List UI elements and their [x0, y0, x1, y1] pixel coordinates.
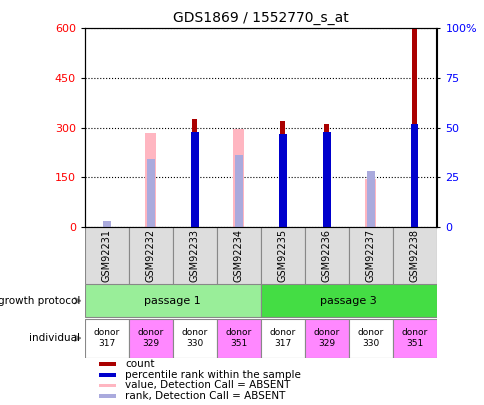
Bar [411, 28, 416, 227]
Bar [129, 319, 172, 358]
Text: donor
330: donor 330 [182, 328, 208, 348]
Text: value, Detection Call = ABSENT: value, Detection Call = ABSENT [125, 380, 290, 390]
Text: GSM92234: GSM92234 [233, 229, 243, 281]
Title: GDS1869 / 1552770_s_at: GDS1869 / 1552770_s_at [172, 11, 348, 25]
Bar [99, 373, 116, 377]
Bar [147, 159, 154, 227]
Text: percentile rank within the sample: percentile rank within the sample [125, 370, 301, 380]
Bar [260, 227, 304, 284]
Bar [85, 284, 260, 317]
Text: count: count [125, 359, 154, 369]
Bar [99, 394, 116, 398]
Bar [233, 129, 244, 227]
Bar [323, 124, 329, 227]
Bar [129, 227, 172, 284]
Bar [348, 319, 392, 358]
Text: donor
351: donor 351 [401, 328, 427, 348]
Text: GSM92236: GSM92236 [321, 229, 331, 281]
Text: GSM92238: GSM92238 [408, 229, 419, 281]
Bar [279, 121, 285, 227]
Text: donor
351: donor 351 [225, 328, 251, 348]
Text: GSM92232: GSM92232 [146, 228, 155, 282]
Bar [103, 221, 110, 227]
Text: individual: individual [29, 333, 80, 343]
Bar [192, 119, 197, 227]
Bar [322, 132, 330, 227]
Bar [99, 384, 116, 387]
Bar [364, 179, 375, 227]
Text: donor
317: donor 317 [269, 328, 295, 348]
Bar [145, 132, 156, 227]
Bar [260, 319, 304, 358]
Text: passage 3: passage 3 [319, 296, 376, 306]
Bar [234, 156, 242, 227]
Text: GSM92233: GSM92233 [189, 229, 199, 281]
Text: GSM92237: GSM92237 [365, 228, 375, 282]
Bar [85, 319, 129, 358]
Text: donor
330: donor 330 [357, 328, 383, 348]
Bar [172, 319, 216, 358]
Text: passage 1: passage 1 [144, 296, 201, 306]
Text: GSM92231: GSM92231 [102, 229, 112, 281]
Bar [392, 227, 436, 284]
Text: GSM92235: GSM92235 [277, 228, 287, 282]
Bar [392, 319, 436, 358]
Text: donor
317: donor 317 [93, 328, 120, 348]
Bar [85, 227, 129, 284]
Text: rank, Detection Call = ABSENT: rank, Detection Call = ABSENT [125, 391, 285, 401]
Bar [172, 227, 216, 284]
Text: donor
329: donor 329 [137, 328, 164, 348]
Bar [410, 124, 418, 227]
Bar [278, 134, 286, 227]
Text: growth protocol: growth protocol [0, 296, 80, 306]
Bar [260, 284, 436, 317]
Bar [99, 362, 116, 366]
Bar [348, 227, 392, 284]
Bar [304, 227, 348, 284]
Bar [190, 132, 198, 227]
Bar [216, 227, 260, 284]
Bar [216, 319, 260, 358]
Text: donor
329: donor 329 [313, 328, 339, 348]
Bar [366, 171, 374, 227]
Bar [304, 319, 348, 358]
